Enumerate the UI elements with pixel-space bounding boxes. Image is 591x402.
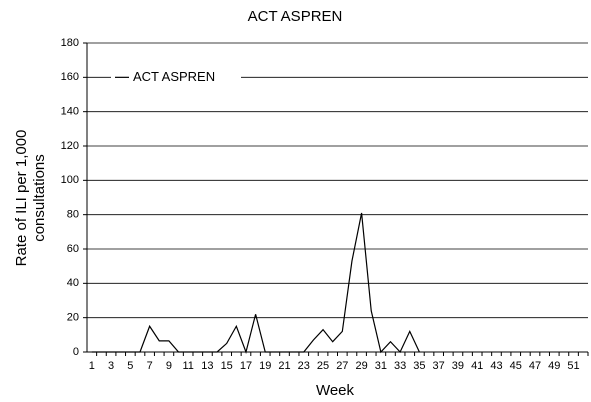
x-tick-label: 29 xyxy=(355,360,367,372)
x-tick-label: 17 xyxy=(240,360,252,372)
y-tick-label: 120 xyxy=(61,140,79,152)
x-tick-label: 25 xyxy=(317,360,329,372)
y-tick-label: 140 xyxy=(61,106,79,118)
x-tick-label: 21 xyxy=(278,360,290,372)
x-tick-label: 43 xyxy=(490,360,502,372)
y-tick-label: 0 xyxy=(73,346,79,358)
y-tick-label: 60 xyxy=(67,243,79,255)
x-tick-label: 15 xyxy=(221,360,233,372)
y-tick-label: 40 xyxy=(67,277,79,289)
legend-box xyxy=(111,69,241,86)
x-tick-label: 7 xyxy=(147,360,153,372)
x-tick-label: 45 xyxy=(510,360,522,372)
y-tick-label: 160 xyxy=(61,71,79,83)
x-tick-label: 35 xyxy=(413,360,425,372)
x-tick-label: 51 xyxy=(567,360,579,372)
x-tick-label: 9 xyxy=(166,360,172,372)
chart-title: ACT ASPREN xyxy=(248,8,343,25)
y-axis-label: Rate of ILI per 1,000 xyxy=(13,130,30,267)
y-tick-label: 100 xyxy=(61,174,79,186)
data-line xyxy=(91,212,420,355)
x-axis-label: Week xyxy=(316,382,355,399)
x-tick-label: 3 xyxy=(108,360,114,372)
y-tick-label: 80 xyxy=(67,209,79,221)
y-tick-label: 20 xyxy=(67,312,79,324)
x-tick-label: 47 xyxy=(529,360,541,372)
y-tick-label: 180 xyxy=(61,37,79,49)
x-tick-label: 5 xyxy=(127,360,133,372)
x-tick-label: 1 xyxy=(89,360,95,372)
x-tick-label: 31 xyxy=(375,360,387,372)
x-tick-label: 13 xyxy=(201,360,213,372)
y-axis-label: consultations xyxy=(31,154,48,242)
legend-label: ACT ASPREN xyxy=(133,69,215,84)
x-tick-label: 23 xyxy=(298,360,310,372)
x-tick-label: 11 xyxy=(182,360,193,372)
x-tick-label: 41 xyxy=(471,360,483,372)
x-tick-label: 37 xyxy=(433,360,445,372)
x-tick-label: 39 xyxy=(452,360,464,372)
x-tick-label: 33 xyxy=(394,360,406,372)
x-tick-label: 49 xyxy=(548,360,560,372)
x-tick-label: 19 xyxy=(259,360,271,372)
x-tick-label: 27 xyxy=(336,360,348,372)
